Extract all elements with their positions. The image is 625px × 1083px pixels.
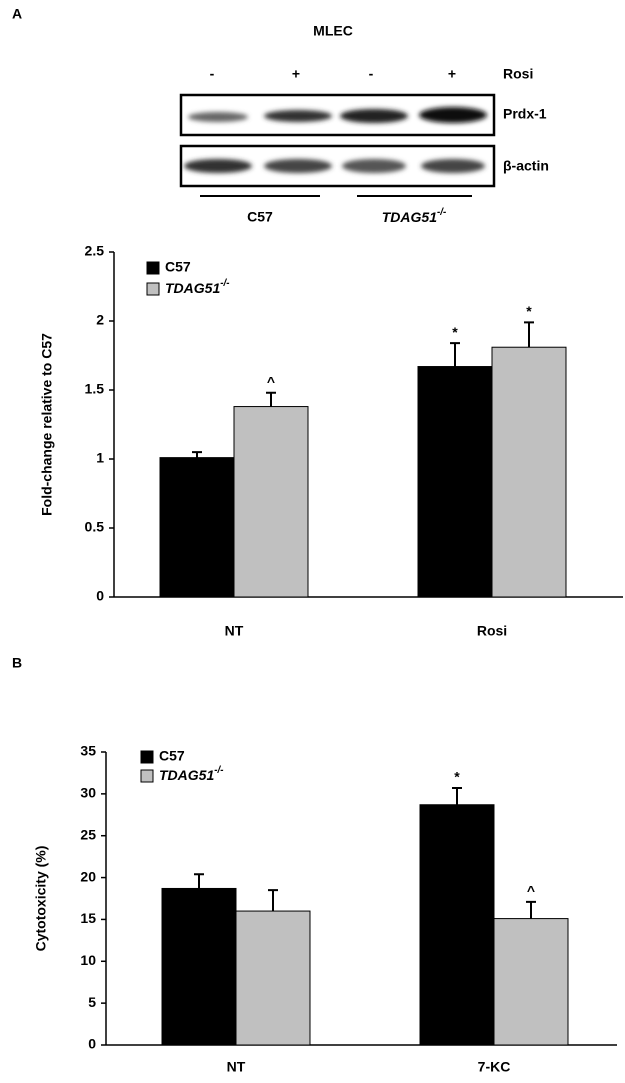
y-tick-label: 5 <box>88 994 96 1010</box>
y-tick-label: 2.5 <box>85 243 105 259</box>
bar <box>417 366 493 598</box>
lane-sign: - <box>210 66 215 82</box>
significance-mark: * <box>454 769 460 785</box>
band-label: β-actin <box>503 158 549 174</box>
legend-label: TDAG51-/- <box>159 765 223 783</box>
bar <box>235 910 311 1046</box>
y-tick-label: 1.5 <box>85 381 105 397</box>
legend-swatch <box>140 750 154 764</box>
error-bar <box>268 889 278 912</box>
significance-mark: ^ <box>527 883 535 899</box>
y-tick-label: 10 <box>80 952 96 968</box>
bar <box>233 406 309 598</box>
y-tick-label: 35 <box>80 743 96 759</box>
lane-sign: + <box>292 66 300 82</box>
panel-label: B <box>12 655 22 671</box>
y-tick-label: 2 <box>96 312 104 328</box>
significance-mark: ^ <box>267 373 275 389</box>
x-tick-label: NT <box>227 1059 246 1075</box>
legend-swatch <box>146 282 160 296</box>
y-axis-label: Cytotoxicity (%) <box>33 846 49 952</box>
lane-sign: - <box>369 66 374 82</box>
bar <box>419 804 495 1046</box>
error-bar <box>194 873 204 889</box>
error-bar <box>450 342 460 367</box>
error-bar <box>526 900 536 919</box>
bar <box>161 887 237 1046</box>
group-label: C57 <box>247 209 273 225</box>
x-tick-label: Rosi <box>477 623 507 639</box>
legend-label: TDAG51-/- <box>165 278 229 296</box>
legend-label: C57 <box>159 748 185 764</box>
legend-swatch <box>146 261 160 275</box>
y-tick-label: 25 <box>80 826 96 842</box>
significance-mark: * <box>452 324 458 340</box>
bar <box>491 346 567 598</box>
y-tick-label: 0.5 <box>85 519 105 535</box>
legend-swatch <box>140 769 154 783</box>
y-axis-label: Fold-change relative to C57 <box>39 333 55 516</box>
y-tick-label: 1 <box>96 450 104 466</box>
y-tick-label: 0 <box>88 1036 96 1052</box>
group-label: TDAG51-/- <box>382 207 446 225</box>
y-tick-label: 15 <box>80 910 96 926</box>
treatment-label: Rosi <box>503 66 533 82</box>
blot <box>179 93 496 197</box>
bar <box>159 457 235 598</box>
y-tick-label: 20 <box>80 868 96 884</box>
error-bar <box>266 391 276 407</box>
x-tick-label: NT <box>225 623 244 639</box>
blot-title: MLEC <box>313 23 353 39</box>
lane-sign: + <box>448 66 456 82</box>
error-bar <box>192 451 202 458</box>
y-tick-label: 0 <box>96 588 104 604</box>
x-tick-label: 7-KC <box>478 1059 511 1075</box>
bar <box>493 918 569 1046</box>
y-tick-label: 30 <box>80 785 96 801</box>
significance-mark: * <box>526 303 532 319</box>
legend-label: C57 <box>165 259 191 275</box>
error-bar <box>524 321 534 348</box>
panel-label: A <box>12 6 22 22</box>
error-bar <box>452 786 462 805</box>
band-label: Prdx-1 <box>503 106 547 122</box>
